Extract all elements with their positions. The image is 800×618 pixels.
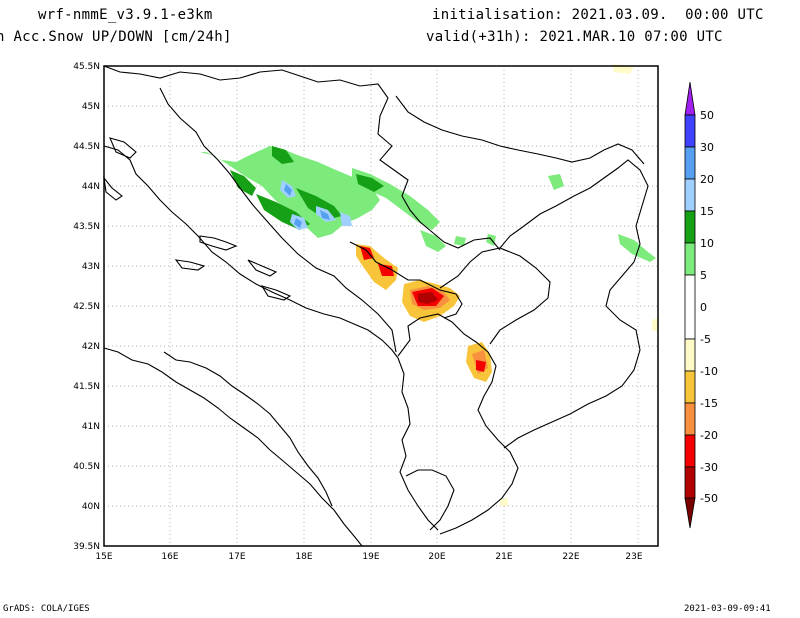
lat-label: 44.5N <box>73 142 100 152</box>
colorbar-box <box>684 242 696 276</box>
valid-time: valid(+31h): 2021.MAR.10 07:00 UTC <box>426 29 723 45</box>
lon-label: 22E <box>562 552 579 562</box>
footer-credit: GrADS: COLA/IGES <box>3 604 90 614</box>
footer-timestamp: 2021-03-09-09:41 <box>684 604 771 614</box>
lat-label: 45N <box>82 102 100 112</box>
colorbar-labels: 50 30 20 15 10 5 0 -5 -10 -15 -20 -30 -5… <box>700 109 718 505</box>
colorbar-bottom-arrow <box>684 497 696 529</box>
model-title: wrf-nmmE_v3.9.1-e3km <box>38 7 213 23</box>
colorbar-label: -20 <box>700 429 718 442</box>
colorbar-label: 30 <box>700 141 714 154</box>
lon-label: 16E <box>161 552 178 562</box>
colorbar-box <box>684 434 696 468</box>
colorbar-box <box>684 466 696 499</box>
lat-label: 45.5N <box>73 62 100 72</box>
lat-label: 39.5N <box>73 542 100 552</box>
colorbar-label: -10 <box>700 365 718 378</box>
lat-label: 43.5N <box>73 222 100 232</box>
field-title: n Acc.Snow UP/DOWN [cm/24h] <box>0 29 232 45</box>
colorbar-label: 15 <box>700 205 714 218</box>
lat-label: 41N <box>82 422 100 432</box>
colorbar-box <box>684 274 696 340</box>
lat-label: 40N <box>82 502 100 512</box>
colorbar-label: -5 <box>700 333 711 346</box>
lon-label: 23E <box>625 552 642 562</box>
colorbar-box <box>684 146 696 180</box>
lat-label: 41.5N <box>73 382 100 392</box>
lon-label: 19E <box>362 552 379 562</box>
lon-label: 20E <box>428 552 445 562</box>
lon-label: 21E <box>495 552 512 562</box>
snow-loss-areas <box>356 64 658 506</box>
lat-label: 42N <box>82 342 100 352</box>
lat-label: 40.5N <box>73 462 100 472</box>
colorbar-box <box>684 338 696 372</box>
colorbar-label: 10 <box>700 237 714 250</box>
lon-label: 15E <box>95 552 112 562</box>
lon-axis: 15E 16E 17E 18E 19E 20E 21E 22E 23E <box>95 552 642 562</box>
colorbar-label: -50 <box>700 492 718 505</box>
lon-label: 18E <box>295 552 312 562</box>
lat-label: 43N <box>82 262 100 272</box>
colorbar-box <box>684 210 696 244</box>
colorbar <box>684 81 696 529</box>
lat-label: 44N <box>82 182 100 192</box>
colorbar-label: -15 <box>700 397 718 410</box>
snow-accumulation-areas <box>200 146 656 262</box>
colorbar-label: 50 <box>700 109 714 122</box>
lat-axis: 45.5N 45N 44.5N 44N 43.5N 43N 42.5N 42N … <box>73 62 100 552</box>
country-borders <box>103 65 649 547</box>
colorbar-box <box>684 402 696 436</box>
map-grid <box>104 66 658 546</box>
lat-label: 42.5N <box>73 302 100 312</box>
map-frame <box>103 65 659 547</box>
colorbar-box <box>684 114 696 148</box>
colorbar-label: -30 <box>700 461 718 474</box>
init-time: initialisation: 2021.03.09. 00:00 UTC <box>432 7 764 23</box>
colorbar-label: 20 <box>700 173 714 186</box>
colorbar-box <box>684 370 696 404</box>
lon-label: 17E <box>228 552 245 562</box>
colorbar-box <box>684 178 696 212</box>
colorbar-top-arrow <box>684 81 696 116</box>
colorbar-label: 0 <box>700 301 707 314</box>
colorbar-label: 5 <box>700 269 707 282</box>
